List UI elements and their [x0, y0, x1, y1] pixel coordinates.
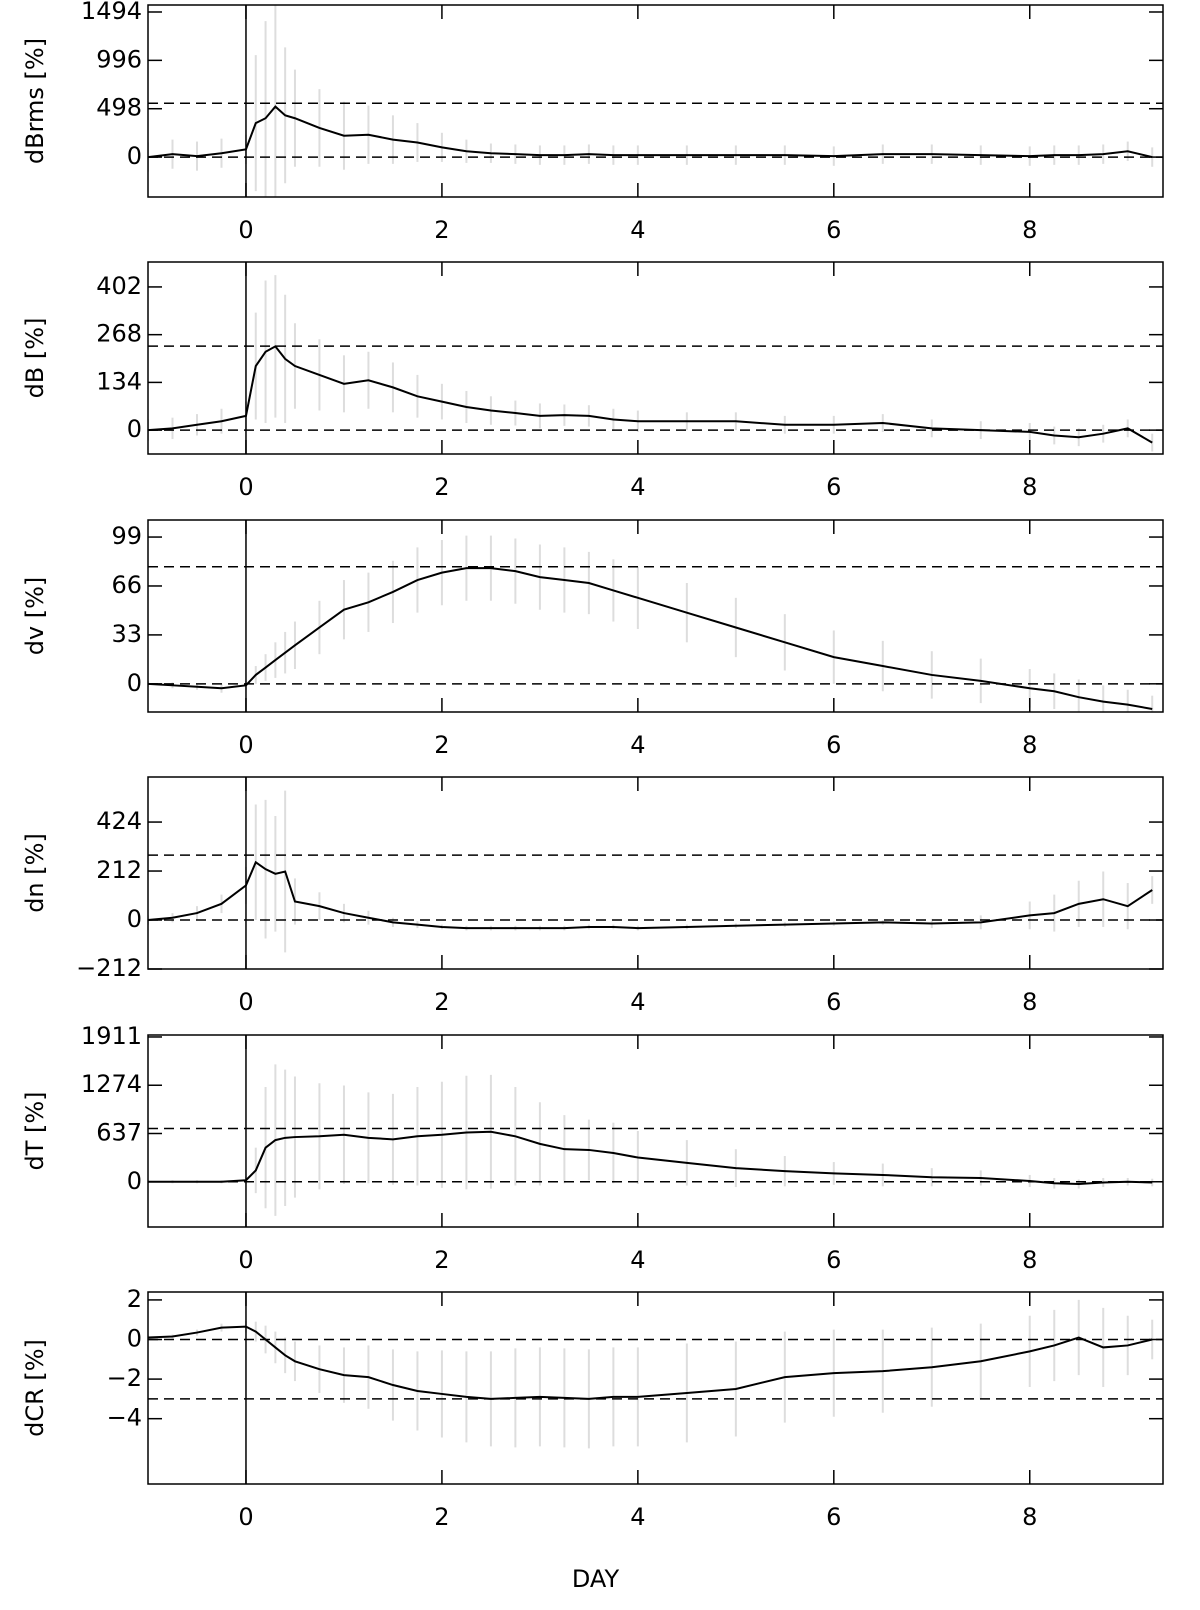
x-tick-label: 6	[826, 1503, 841, 1531]
x-tick-label: 4	[630, 988, 645, 1016]
y-axis-label: dBrms [%]	[21, 38, 49, 164]
y-tick-label: 0	[127, 142, 142, 170]
plot-frame	[147, 4, 1164, 198]
y-tick-label: 268	[96, 320, 142, 348]
x-tick-label: 6	[826, 1246, 841, 1274]
x-tick-label: 4	[630, 473, 645, 501]
plot-frame	[147, 776, 1164, 970]
plot-frame	[147, 1034, 1164, 1228]
plot-frame	[147, 519, 1164, 713]
data-line	[148, 567, 1153, 711]
y-tick-label: 1494	[81, 0, 142, 25]
x-axis-label: DAY	[572, 1565, 620, 1593]
y-tick-label: 0	[127, 415, 142, 443]
y-axis-label: dB [%]	[21, 318, 49, 399]
y-tick-label: 402	[96, 272, 142, 300]
y-tick-label: 0	[127, 669, 142, 697]
x-tick-label: 8	[1022, 1246, 1037, 1274]
y-tick-label: 134	[96, 367, 142, 395]
x-tick-label: 4	[630, 1503, 645, 1531]
y-tick-label: 66	[111, 571, 142, 599]
x-tick-label: 2	[434, 473, 449, 501]
x-tick-label: 2	[434, 1503, 449, 1531]
x-tick-label: 2	[434, 731, 449, 759]
x-tick-label: 6	[826, 216, 841, 244]
x-tick-label: 6	[826, 473, 841, 501]
x-tick-label: 4	[630, 1246, 645, 1274]
data-line	[148, 345, 1153, 444]
x-tick-label: 0	[238, 216, 253, 244]
x-tick-label: 0	[238, 1246, 253, 1274]
y-tick-label: 0	[127, 905, 142, 933]
x-tick-label: 0	[238, 473, 253, 501]
y-axis-label: dCR [%]	[21, 1339, 49, 1437]
y-axis-label: dT [%]	[21, 1091, 49, 1170]
y-tick-label: 0	[127, 1167, 142, 1195]
plot-frame	[147, 1291, 1164, 1485]
y-tick-label: 996	[96, 45, 142, 73]
x-tick-label: 2	[434, 988, 449, 1016]
y-axis-label: dv [%]	[21, 577, 49, 656]
x-tick-label: 0	[238, 1503, 253, 1531]
x-tick-label: 8	[1022, 216, 1037, 244]
y-tick-label: 33	[111, 620, 142, 648]
data-line	[148, 105, 1153, 159]
x-tick-label: 6	[826, 988, 841, 1016]
x-tick-label: 0	[238, 988, 253, 1016]
y-tick-label: 99	[111, 522, 142, 550]
x-tick-label: 2	[434, 1246, 449, 1274]
y-tick-label: 498	[96, 94, 142, 122]
data-line	[148, 1325, 1153, 1400]
x-tick-label: 2	[434, 216, 449, 244]
x-tick-label: 0	[238, 731, 253, 759]
x-tick-label: 4	[630, 731, 645, 759]
x-tick-label: 6	[826, 731, 841, 759]
x-tick-label: 8	[1022, 988, 1037, 1016]
data-line	[148, 860, 1153, 930]
x-tick-label: 8	[1022, 473, 1037, 501]
y-tick-label: 0	[127, 1325, 142, 1353]
x-tick-label: 8	[1022, 1503, 1037, 1531]
y-tick-label: 1274	[81, 1070, 142, 1098]
y-axis-label: dn [%]	[21, 833, 49, 913]
y-tick-label: 2	[127, 1285, 142, 1313]
y-tick-label: 1911	[81, 1022, 142, 1050]
y-tick-label: −4	[107, 1404, 142, 1432]
data-line	[148, 1130, 1153, 1186]
y-tick-label: 424	[96, 807, 142, 835]
y-tick-label: 637	[96, 1119, 142, 1147]
y-tick-label: −2	[107, 1364, 142, 1392]
x-tick-label: 4	[630, 216, 645, 244]
x-tick-label: 8	[1022, 731, 1037, 759]
plot-frame	[147, 261, 1164, 455]
y-tick-label: −212	[76, 954, 142, 982]
y-tick-label: 212	[96, 856, 142, 884]
